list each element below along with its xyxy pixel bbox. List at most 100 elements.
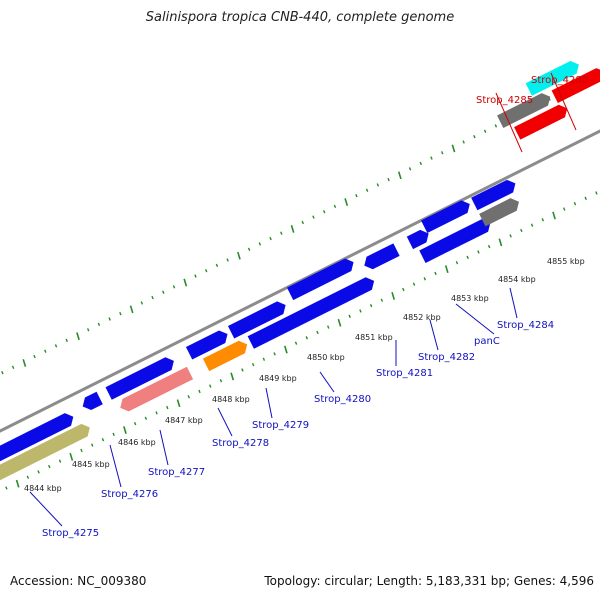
tick xyxy=(584,196,587,201)
tick xyxy=(129,305,134,314)
tick xyxy=(69,452,74,461)
tick xyxy=(344,198,349,206)
tick xyxy=(176,399,181,408)
tick xyxy=(348,314,351,319)
gene-feature xyxy=(419,241,446,263)
kbp-label: 4849 kbp xyxy=(259,374,297,383)
tick xyxy=(86,328,90,332)
gene-label: Strop_4277 xyxy=(148,467,205,478)
gene-feature xyxy=(227,301,286,339)
tick xyxy=(22,359,27,367)
tick xyxy=(273,352,276,356)
leader-line xyxy=(159,429,169,466)
tick xyxy=(290,224,295,233)
tick xyxy=(241,368,244,372)
tick xyxy=(305,336,309,340)
tick xyxy=(166,405,169,410)
tick xyxy=(108,317,111,321)
kbp-label: 4846 kbp xyxy=(118,438,156,447)
tick xyxy=(33,354,36,359)
tick xyxy=(198,389,201,394)
leader-line xyxy=(550,72,577,131)
gene-label: Strop_4275 xyxy=(42,528,99,539)
tick xyxy=(251,362,255,367)
tick xyxy=(483,129,487,133)
label-leader-lines xyxy=(29,72,577,527)
tick xyxy=(552,211,556,220)
tick xyxy=(359,309,362,313)
leader-line xyxy=(265,387,273,419)
tick xyxy=(402,287,405,292)
tick xyxy=(294,341,298,345)
gene-feature xyxy=(525,60,579,96)
tick xyxy=(140,301,144,305)
kbp-label: 4847 kbp xyxy=(165,416,203,425)
tick xyxy=(76,332,80,341)
tick xyxy=(434,271,437,276)
gene-label: Strop_4285 xyxy=(476,95,533,106)
map-title: Salinispora tropica CNB-440, complete ge… xyxy=(145,10,455,25)
tick xyxy=(237,251,241,260)
tick xyxy=(412,282,416,286)
gene-label: Strop_4276 xyxy=(101,489,158,500)
tick xyxy=(466,255,469,260)
tick xyxy=(327,325,330,329)
gene-feature xyxy=(0,423,90,481)
tick xyxy=(494,124,498,128)
gene-features xyxy=(0,60,600,481)
tick xyxy=(5,486,8,490)
leader-line xyxy=(455,303,495,335)
gene-feature xyxy=(247,277,375,349)
tick xyxy=(1,370,4,375)
tick xyxy=(498,238,503,247)
tick xyxy=(123,426,127,434)
leader-line xyxy=(319,371,335,393)
tick xyxy=(162,290,165,294)
gene-label: Strop_4282 xyxy=(418,352,475,363)
tick xyxy=(247,247,251,251)
tick xyxy=(215,263,219,268)
tick xyxy=(112,432,115,437)
tick xyxy=(312,215,315,219)
gene-feature xyxy=(105,357,174,400)
tick xyxy=(444,265,449,274)
tick xyxy=(204,269,208,273)
gene-feature xyxy=(437,219,491,255)
tick xyxy=(280,231,283,235)
tick xyxy=(11,365,15,369)
tick xyxy=(226,258,229,262)
gene-feature xyxy=(286,258,354,301)
tick xyxy=(58,459,62,463)
genome-summary: Topology: circular; Length: 5,183,331 bp… xyxy=(264,574,594,588)
tick xyxy=(451,144,456,153)
tick xyxy=(151,295,154,300)
tick xyxy=(230,372,235,381)
tick xyxy=(301,220,304,225)
leader-line xyxy=(429,319,439,351)
tick xyxy=(322,210,326,214)
tick xyxy=(419,161,422,166)
tick xyxy=(473,134,476,139)
tick xyxy=(380,298,384,302)
gene-feature xyxy=(185,330,228,360)
tick xyxy=(509,234,512,238)
tick xyxy=(133,421,137,426)
gene-feature xyxy=(421,200,470,234)
gene-feature xyxy=(406,229,429,250)
gene-feature xyxy=(0,413,74,462)
tick xyxy=(283,345,288,354)
tick xyxy=(219,379,223,383)
kbp-label: 4848 kbp xyxy=(212,395,250,404)
leader-line xyxy=(29,491,63,527)
tick xyxy=(80,448,83,453)
leader-line xyxy=(109,444,122,488)
kbp-label: 4844 kbp xyxy=(24,484,62,493)
tick xyxy=(477,250,480,254)
gene-feature xyxy=(497,93,551,128)
kbp-label: 4853 kbp xyxy=(451,294,489,303)
tick xyxy=(423,277,427,281)
tick xyxy=(430,156,433,160)
gene-label: Strop_4280 xyxy=(314,394,371,405)
